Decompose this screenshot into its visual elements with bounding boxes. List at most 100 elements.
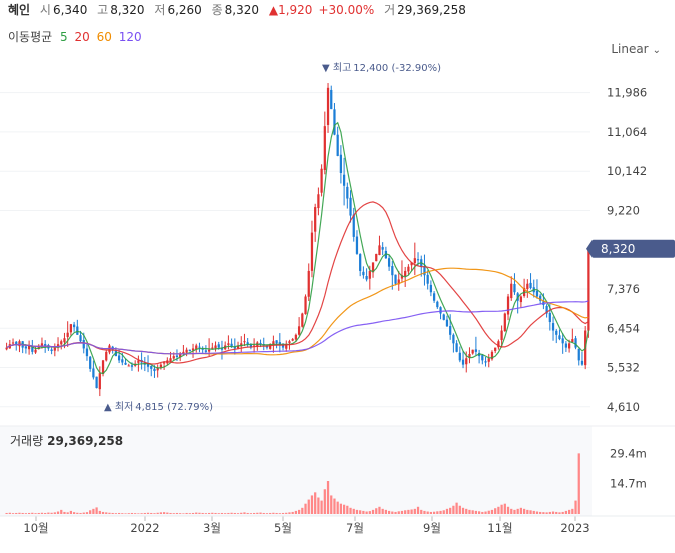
- volume-bar: [359, 510, 362, 514]
- volume-bar: [166, 512, 169, 514]
- volume-bar: [535, 511, 539, 514]
- candle: [349, 190, 352, 223]
- volume-bar: [50, 512, 53, 514]
- candle: [117, 349, 121, 364]
- volume-bar: [191, 512, 195, 514]
- volume-pane-bg: [0, 426, 592, 516]
- candle-body: [227, 343, 230, 345]
- candle-body: [310, 232, 314, 271]
- candle: [545, 304, 548, 318]
- volume-bar: [175, 512, 179, 514]
- candle-body: [423, 265, 426, 276]
- candle-body: [34, 349, 37, 353]
- volume-bar: [539, 511, 542, 514]
- candle: [407, 264, 410, 275]
- volume-bar: [162, 512, 166, 514]
- ma-20-line: [6, 201, 589, 365]
- candle-body: [269, 344, 272, 349]
- volume-bar: [34, 513, 37, 514]
- volume-bar: [323, 489, 326, 514]
- candle: [18, 339, 21, 353]
- candle: [310, 220, 314, 278]
- candle: [506, 293, 510, 321]
- candle: [535, 279, 539, 299]
- volume-bar: [227, 512, 230, 514]
- ma-120[interactable]: 120: [118, 30, 142, 44]
- ma-20[interactable]: 20: [74, 30, 90, 44]
- volume-bar: [551, 511, 555, 514]
- volume-bar: [159, 512, 163, 514]
- candle-body: [40, 343, 44, 346]
- candle-body: [368, 270, 371, 279]
- candle-body: [436, 301, 439, 308]
- time-tick-label: 2023: [560, 521, 589, 535]
- price-tick-label: 7,376: [607, 282, 640, 296]
- candle-body: [201, 348, 204, 350]
- volume-bar: [426, 511, 429, 514]
- low-annotation-marker: ▲: [104, 402, 115, 413]
- scale-selector[interactable]: Linear ⌄: [611, 42, 661, 56]
- candle-body: [249, 344, 253, 348]
- candle: [445, 315, 449, 327]
- volume-bar: [275, 512, 278, 514]
- candle-body: [146, 363, 150, 367]
- candle-body: [426, 274, 429, 284]
- candle-body: [204, 350, 208, 352]
- volume-bar: [371, 509, 375, 514]
- volume-bar: [529, 510, 532, 514]
- candle-body: [259, 342, 262, 344]
- volume-bar: [31, 512, 34, 514]
- open-value: 6,340: [52, 3, 88, 17]
- candle: [76, 319, 79, 335]
- candle-body: [558, 335, 561, 340]
- candle: [574, 335, 577, 350]
- candle-body: [185, 349, 188, 353]
- candle: [484, 356, 487, 367]
- volume-bar: [307, 499, 310, 514]
- ma-5[interactable]: 5: [60, 30, 68, 44]
- volume-bar: [243, 512, 246, 514]
- candle-body: [333, 109, 336, 135]
- volume-bar: [285, 512, 288, 514]
- volume-bar: [375, 508, 378, 514]
- candle-body: [24, 346, 28, 349]
- candle-body: [182, 351, 185, 355]
- candle: [519, 295, 523, 308]
- svg-text:▲ 최저4,815 (72.79%): ▲ 최저 4,815 (72.79%): [104, 401, 213, 413]
- candle: [278, 333, 281, 353]
- volume-bar: [259, 512, 262, 514]
- volume-bar: [114, 513, 118, 514]
- candle-body: [243, 341, 246, 343]
- candle: [494, 347, 497, 354]
- candle-body: [230, 343, 233, 347]
- ma-60[interactable]: 60: [96, 30, 112, 44]
- candle-body: [220, 348, 224, 350]
- candle-body: [391, 266, 394, 276]
- candle-body: [297, 326, 301, 335]
- candle: [439, 306, 442, 320]
- high-annotation-value: 12,400 (-32.90%): [353, 63, 441, 74]
- candle: [526, 279, 529, 298]
- candle: [487, 353, 490, 368]
- candle: [346, 182, 349, 209]
- candle: [69, 323, 73, 336]
- candle-body: [355, 236, 359, 254]
- candle-body: [214, 345, 217, 349]
- volume-bar: [294, 510, 298, 514]
- price-tick-label: 6,454: [607, 321, 640, 335]
- candle-body: [211, 347, 214, 349]
- candle: [551, 316, 555, 341]
- candle: [5, 342, 8, 351]
- candle-body: [503, 313, 506, 331]
- candle-body: [175, 355, 179, 357]
- candle-body: [461, 359, 465, 365]
- volume-bar: [111, 512, 114, 514]
- candle: [195, 343, 198, 353]
- volume-label: 거: [384, 3, 396, 17]
- candle-body: [137, 360, 140, 363]
- volume-bar: [252, 512, 256, 514]
- candle: [8, 339, 11, 349]
- volume-bar: [410, 509, 413, 514]
